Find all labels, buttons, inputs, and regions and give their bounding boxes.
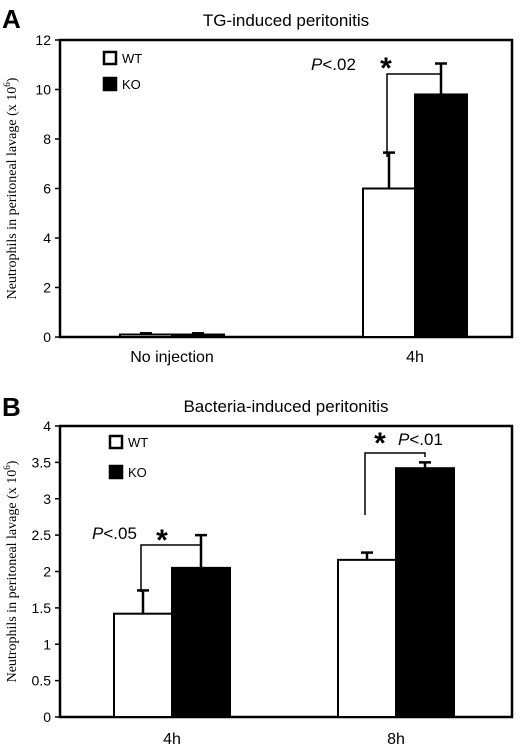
p-value-label: P<.05: [92, 524, 137, 543]
legend-swatch-ko: [102, 76, 118, 92]
p-value-prefix: P: [398, 430, 410, 449]
y-tick-label: 0: [43, 709, 51, 725]
y-tick-label: 3: [43, 491, 51, 507]
legend-label-wt: WT: [122, 51, 142, 66]
legend-label-ko: KO: [128, 465, 147, 480]
bar-wt: [337, 558, 397, 718]
y-axis-label-end: ): [5, 77, 20, 82]
bar-ko: [414, 93, 468, 338]
x-tick-label: 4h: [163, 731, 181, 748]
y-tick-label: 0: [43, 329, 51, 345]
y-axis-label: Neutrophils in peritoneal lavage (x 106): [2, 77, 20, 299]
chart-panel-b: B Bacteria-induced peritonitis 0 0.5 1 1.5 2 2.…: [2, 392, 514, 748]
y-tick-label: 1.5: [32, 600, 52, 616]
y-tick-label: 2.5: [32, 527, 52, 543]
y-tick-label: 12: [35, 32, 51, 48]
y-axis-label: Neutrophils in peritoneal lavage (x 106): [2, 460, 20, 682]
chart-title: Bacteria-induced peritonitis: [183, 397, 388, 416]
x-tick-label: 8h: [387, 731, 405, 748]
p-value-rest: <.05: [103, 524, 137, 543]
y-tick-label: 6: [43, 181, 51, 197]
p-value-label: P<.01: [398, 430, 443, 449]
p-value-rest: <.02: [322, 55, 356, 74]
legend-label-wt: WT: [128, 435, 148, 450]
y-axis-label-main: Neutrophils in peritoneal lavage (x 10: [5, 470, 20, 683]
panel-label: A: [2, 4, 21, 34]
y-tick-label: 4: [43, 418, 51, 434]
chart-panel-a: A TG-induced peritonitis 0 2 4 6 8 10 12 Neutroph…: [2, 4, 514, 366]
significance-bracket: [386, 73, 442, 157]
y-tick-label: 8: [43, 131, 51, 147]
y-tick-label: 4: [43, 230, 51, 246]
y-tick-label: 3.5: [32, 454, 52, 470]
significance-bracket: [364, 452, 426, 515]
panel-label: B: [2, 392, 21, 422]
bar-ko: [395, 467, 455, 718]
legend-label-ko: KO: [122, 77, 141, 92]
y-axis-label-main: Neutrophils in peritoneal lavage (x 10: [5, 87, 20, 300]
significance-bracket: [140, 544, 202, 592]
y-axis-label-sup: 6: [2, 82, 12, 87]
y-tick-label: 1: [43, 636, 51, 652]
y-tick-label: 2: [43, 280, 51, 296]
y-axis-label-end: ): [5, 460, 20, 465]
x-tick-label: 4h: [406, 349, 424, 366]
bar-ko: [171, 333, 225, 338]
chart-title: TG-induced peritonitis: [203, 11, 369, 30]
significance-star: *: [156, 524, 168, 557]
y-axis-label-sup: 6: [2, 465, 12, 470]
bar-ko: [171, 566, 231, 718]
y-tick-label: 2: [43, 564, 51, 580]
y-tick-label: 10: [35, 82, 51, 98]
significance-star: *: [374, 427, 386, 460]
bar-wt: [119, 333, 173, 338]
p-value-label: P<.02: [311, 55, 356, 74]
x-tick-label: No injection: [130, 349, 214, 366]
legend-swatch-wt: [102, 50, 118, 66]
bar-wt: [362, 187, 416, 338]
legend-swatch-ko: [108, 464, 124, 480]
p-value-prefix: P: [92, 524, 104, 543]
bar-wt: [113, 612, 173, 719]
legend-swatch-wt: [108, 434, 124, 450]
y-tick-label: 0.5: [32, 673, 52, 689]
p-value-rest: <.01: [409, 430, 443, 449]
p-value-prefix: P: [311, 55, 323, 74]
significance-star: *: [380, 52, 392, 85]
